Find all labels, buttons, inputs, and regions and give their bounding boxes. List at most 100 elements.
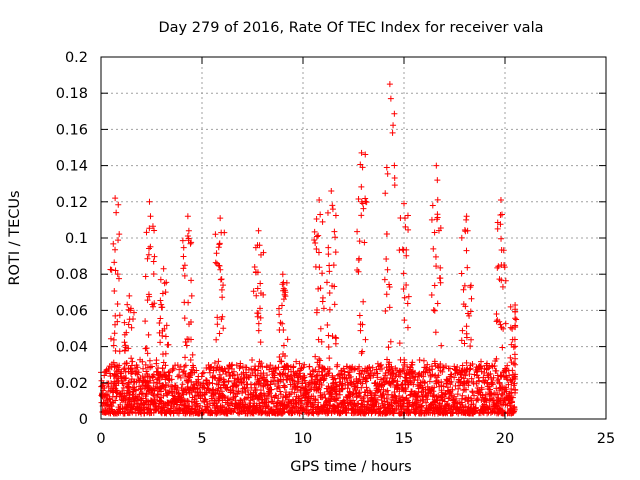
- data-point: [506, 395, 513, 402]
- data-point: [281, 384, 288, 391]
- data-point: [407, 392, 414, 399]
- data-point: [387, 380, 394, 387]
- data-point: [331, 228, 338, 235]
- data-point: [358, 212, 365, 219]
- data-point: [112, 195, 119, 202]
- data-point: [382, 307, 389, 314]
- data-point: [402, 378, 409, 385]
- data-point: [363, 378, 370, 385]
- data-point: [216, 330, 223, 337]
- data-point: [129, 409, 136, 416]
- data-point: [150, 271, 157, 278]
- data-point: [498, 235, 505, 242]
- data-point: [211, 359, 218, 366]
- data-point: [162, 333, 169, 340]
- data-point: [497, 211, 504, 218]
- data-point: [474, 395, 481, 402]
- y-tick-label: 0.16: [56, 122, 88, 138]
- data-point: [321, 366, 328, 373]
- data-point: [216, 240, 223, 247]
- data-point: [115, 237, 122, 244]
- data-point: [329, 282, 336, 289]
- data-point: [108, 403, 115, 410]
- data-point: [149, 301, 156, 308]
- data-point: [144, 255, 151, 262]
- data-point: [121, 319, 128, 326]
- data-point: [162, 289, 169, 296]
- data-point: [509, 394, 516, 401]
- data-point: [485, 365, 492, 372]
- data-point: [125, 321, 132, 328]
- data-point: [247, 391, 254, 398]
- data-point: [165, 341, 172, 348]
- data-point: [395, 382, 402, 389]
- data-point: [434, 396, 441, 403]
- data-point: [160, 392, 167, 399]
- data-point: [326, 355, 333, 362]
- data-point: [105, 365, 112, 372]
- data-point: [503, 388, 510, 395]
- data-point: [387, 338, 394, 345]
- data-point: [180, 265, 187, 272]
- data-point: [402, 215, 409, 222]
- data-point: [218, 276, 225, 283]
- data-point: [268, 386, 275, 393]
- data-point: [257, 387, 264, 394]
- data-point: [305, 382, 312, 389]
- data-point: [389, 375, 396, 382]
- data-point: [389, 366, 396, 373]
- data-point: [378, 365, 385, 372]
- data-point: [381, 276, 388, 283]
- data-point: [115, 201, 122, 208]
- data-point: [312, 240, 319, 247]
- data-point: [129, 358, 136, 365]
- data-point: [316, 264, 323, 271]
- data-point: [215, 385, 222, 392]
- data-point: [123, 360, 130, 367]
- data-point: [359, 348, 366, 355]
- data-point: [439, 368, 446, 375]
- data-point: [130, 309, 137, 316]
- data-point: [316, 196, 323, 203]
- data-point: [112, 246, 119, 253]
- data-point: [137, 396, 144, 403]
- data-point: [399, 246, 406, 253]
- data-point: [220, 282, 227, 289]
- data-point: [326, 370, 333, 377]
- data-point: [209, 380, 216, 387]
- data-point: [489, 381, 496, 388]
- data-point: [420, 357, 427, 364]
- data-point: [396, 369, 403, 376]
- data-point: [388, 363, 395, 370]
- data-point: [381, 398, 388, 405]
- data-point: [200, 380, 207, 387]
- data-point: [325, 383, 332, 390]
- data-point: [360, 298, 367, 305]
- data-point: [319, 372, 326, 379]
- data-point: [139, 358, 146, 365]
- data-point: [451, 363, 458, 370]
- data-point: [418, 403, 425, 410]
- data-point: [349, 391, 356, 398]
- data-point: [358, 149, 365, 156]
- data-point: [463, 334, 470, 341]
- data-point: [280, 350, 287, 357]
- data-point: [383, 395, 390, 402]
- data-point: [404, 369, 411, 376]
- data-point: [435, 372, 442, 379]
- data-point: [512, 371, 519, 378]
- data-point: [112, 397, 119, 404]
- data-point: [257, 280, 264, 287]
- data-point: [390, 122, 397, 129]
- data-point: [280, 296, 287, 303]
- data-point: [347, 373, 354, 380]
- data-point: [432, 253, 439, 260]
- data-point: [159, 290, 166, 297]
- data-point: [385, 344, 392, 351]
- data-point: [111, 259, 118, 266]
- data-point: [383, 230, 390, 237]
- data-point: [146, 225, 153, 232]
- data-point: [283, 279, 290, 286]
- data-point: [436, 275, 443, 282]
- data-point: [140, 365, 147, 372]
